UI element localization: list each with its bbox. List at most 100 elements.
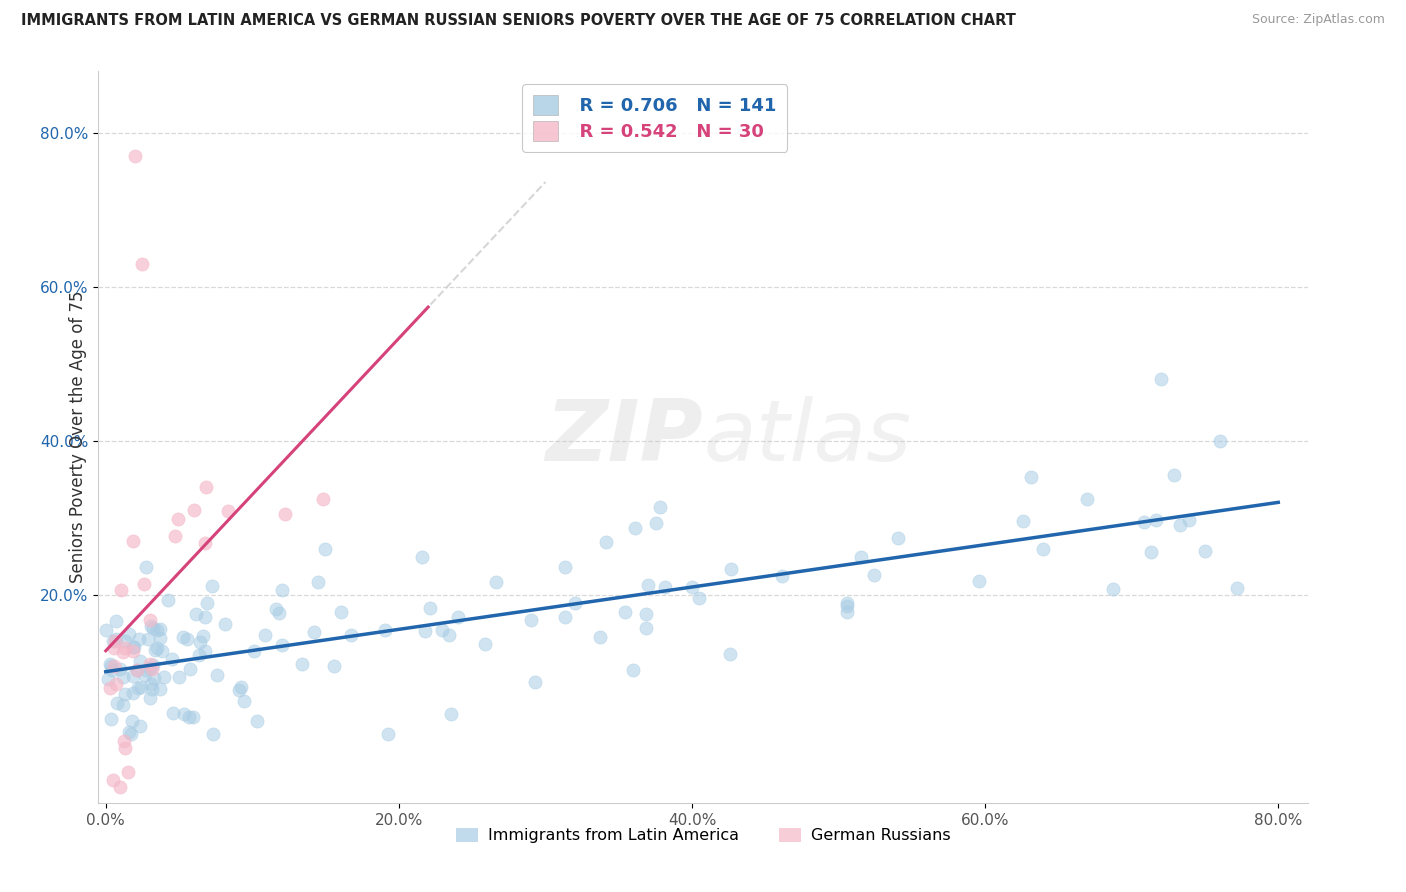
Point — [98, 681, 121, 696]
Point — [124, 640, 146, 654]
Point — [720, 561, 742, 575]
Point — [103, 640, 125, 655]
Point — [183, 503, 205, 517]
Point — [1102, 582, 1125, 596]
Point — [114, 633, 136, 648]
Point — [145, 624, 167, 638]
Point — [134, 668, 156, 682]
Point — [138, 613, 160, 627]
Text: Source: ZipAtlas.com: Source: ZipAtlas.com — [1251, 13, 1385, 27]
Point — [770, 569, 793, 583]
Point — [1139, 544, 1161, 558]
Point — [136, 632, 159, 646]
Point — [217, 504, 239, 518]
Point — [141, 619, 163, 633]
Point — [117, 764, 139, 779]
Point — [447, 610, 470, 624]
Point — [142, 658, 165, 673]
Point — [437, 628, 460, 642]
Point — [374, 624, 396, 638]
Point — [114, 687, 136, 701]
Point — [718, 647, 741, 661]
Point — [1168, 518, 1191, 533]
Point — [128, 719, 150, 733]
Point — [124, 149, 146, 163]
Point — [167, 512, 190, 526]
Point — [554, 560, 576, 574]
Text: ZIP: ZIP — [546, 395, 703, 479]
Point — [595, 534, 617, 549]
Point — [307, 574, 329, 589]
Point — [1012, 514, 1035, 528]
Y-axis label: Seniors Poverty Over the Age of 75: Seniors Poverty Over the Age of 75 — [69, 291, 87, 583]
Point — [118, 627, 141, 641]
Point — [103, 658, 125, 673]
Point — [197, 596, 219, 610]
Point — [1019, 470, 1042, 484]
Point — [474, 637, 496, 651]
Point — [419, 600, 441, 615]
Point — [270, 638, 292, 652]
Point — [105, 696, 128, 710]
Point — [105, 632, 128, 647]
Point — [172, 630, 194, 644]
Point — [105, 676, 128, 690]
Point — [270, 583, 292, 598]
Point — [485, 574, 508, 589]
Point — [187, 648, 209, 662]
Point — [681, 580, 703, 594]
Point — [101, 634, 124, 648]
Point — [1132, 515, 1154, 529]
Point — [98, 657, 121, 671]
Point — [128, 632, 150, 646]
Point — [111, 670, 134, 684]
Point — [624, 521, 647, 535]
Point — [415, 624, 437, 638]
Point — [202, 726, 225, 740]
Point — [243, 643, 266, 657]
Point — [120, 726, 142, 740]
Point — [621, 663, 644, 677]
Point — [105, 615, 128, 629]
Point — [654, 581, 676, 595]
Point — [849, 549, 872, 564]
Point — [149, 681, 172, 696]
Point — [650, 500, 672, 514]
Point — [837, 605, 859, 619]
Point — [121, 533, 143, 548]
Point — [125, 663, 148, 677]
Point — [254, 628, 277, 642]
Point — [519, 613, 541, 627]
Point — [121, 640, 143, 654]
Point — [97, 672, 120, 686]
Point — [139, 657, 162, 672]
Point — [688, 591, 710, 606]
Point — [636, 621, 658, 635]
Point — [439, 706, 461, 721]
Point — [111, 645, 134, 659]
Point — [637, 578, 659, 592]
Point — [173, 706, 195, 721]
Point — [141, 662, 163, 676]
Point — [1144, 513, 1167, 527]
Point — [228, 683, 250, 698]
Point — [564, 596, 586, 610]
Point — [205, 668, 228, 682]
Point — [291, 657, 314, 672]
Point — [269, 606, 291, 620]
Point — [163, 529, 186, 543]
Point — [176, 632, 198, 646]
Point — [1194, 543, 1216, 558]
Point — [1178, 512, 1201, 526]
Point — [100, 659, 122, 673]
Point — [143, 642, 166, 657]
Point — [104, 634, 127, 648]
Point — [524, 674, 547, 689]
Point — [143, 671, 166, 685]
Point — [1150, 372, 1173, 386]
Point — [195, 480, 218, 494]
Point — [835, 599, 858, 613]
Point — [411, 550, 433, 565]
Point — [634, 607, 657, 621]
Point — [101, 772, 124, 787]
